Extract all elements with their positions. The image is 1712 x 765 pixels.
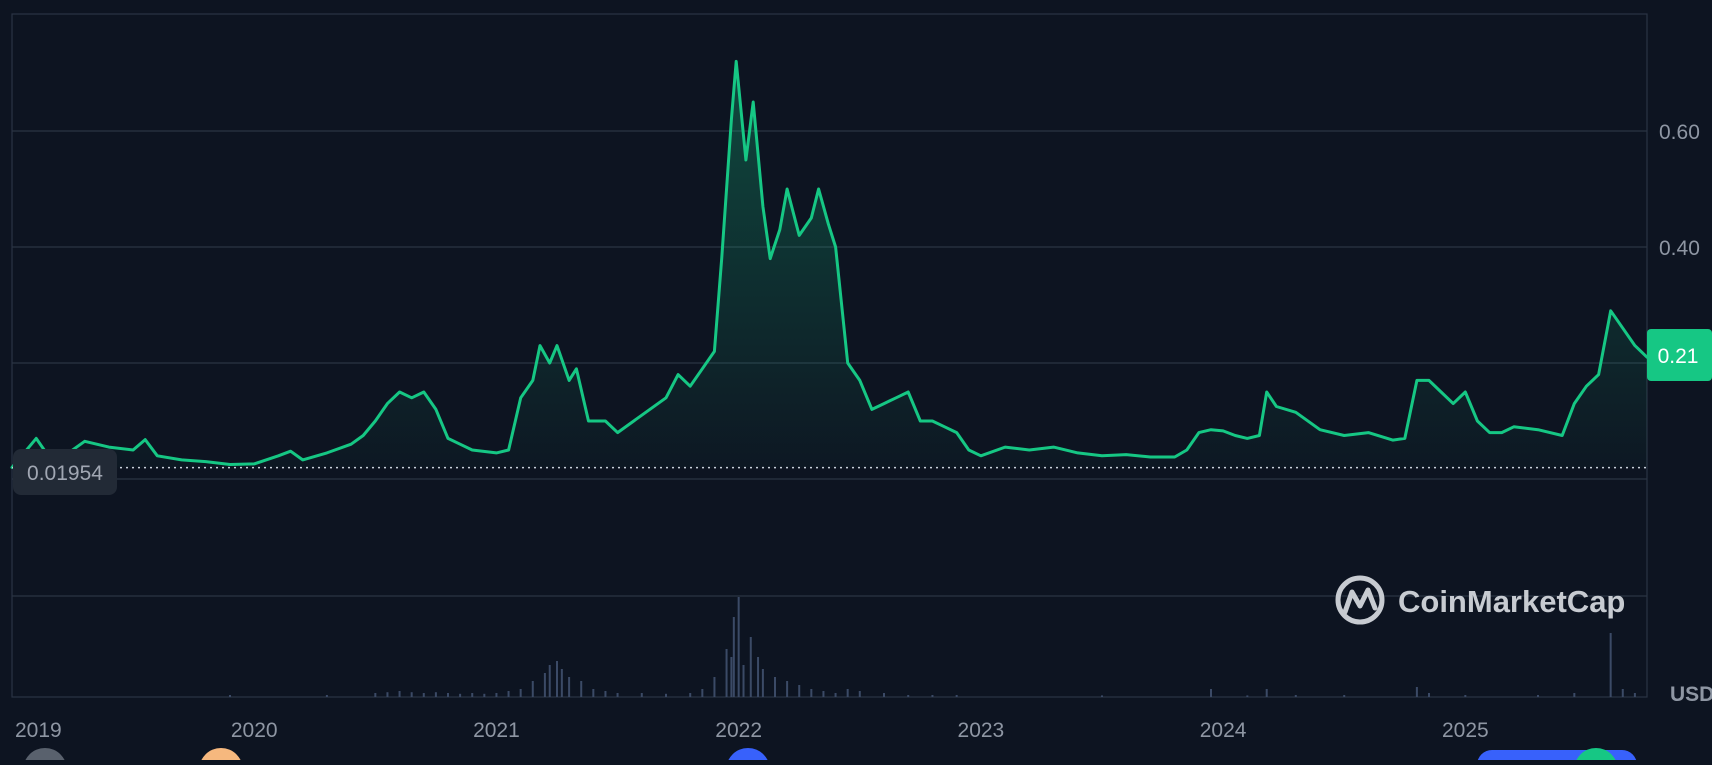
volume-bar: [543, 673, 546, 697]
volume-bar: [604, 691, 607, 697]
volume-bar: [1246, 695, 1249, 697]
volume-bar: [737, 597, 740, 697]
volume-bar: [1415, 687, 1418, 697]
volume-bar: [798, 685, 801, 697]
volume-bar: [1464, 695, 1467, 697]
volume-bar: [907, 695, 910, 697]
x-tick-label: 2023: [958, 719, 1005, 742]
volume-bar: [713, 677, 716, 697]
volume-bar: [398, 691, 401, 697]
volume-bar: [519, 689, 522, 697]
volume-bar: [616, 693, 619, 697]
volume-bar: [531, 681, 534, 697]
volume-bar: [665, 693, 667, 697]
current-price-badge-bg: [1647, 329, 1712, 381]
volume-bar: [483, 693, 486, 697]
volume-bar: [701, 689, 704, 697]
volume-bar: [434, 692, 437, 697]
coinmarketcap-logo-icon: [1335, 575, 1385, 625]
volume-bar: [1265, 689, 1268, 697]
volume-bar: [471, 693, 474, 697]
coinmarketcap-watermark: CoinMarketCap: [1335, 575, 1625, 625]
volume-bar: [568, 677, 571, 697]
volume-bar: [749, 637, 752, 697]
baseline-label: 0.01954: [27, 462, 103, 485]
volume-bar: [1573, 693, 1576, 697]
volume-bar: [640, 693, 643, 697]
volume-bar: [761, 669, 764, 697]
current-price-label: 0.21: [1658, 345, 1699, 368]
volume-bar: [592, 689, 595, 697]
event-marker: [726, 748, 770, 765]
volume-bar: [732, 617, 735, 697]
price-line: [10, 59, 1649, 469]
volume-bar: [1633, 693, 1636, 697]
volume-bar: [846, 689, 849, 697]
volume-bar: [422, 693, 425, 697]
volume-bar: [580, 681, 583, 697]
volume-bar: [556, 661, 558, 697]
volume-bar: [447, 693, 449, 697]
volume-bar: [689, 693, 692, 697]
y-tick-label: 0.40: [1659, 237, 1700, 260]
volume-bar: [931, 695, 934, 697]
volume-bar: [786, 681, 789, 697]
baseline-badge-bg: [13, 449, 117, 495]
x-tick-label: 2022: [715, 719, 762, 742]
volume-bar: [229, 695, 231, 697]
volume-bar: [1101, 695, 1103, 697]
x-tick-label: 2021: [473, 719, 520, 742]
volume-bar: [374, 693, 377, 697]
event-marker: [23, 748, 67, 765]
volume-bar: [325, 695, 328, 697]
volume-bar: [955, 695, 958, 697]
volume-bar: [757, 657, 760, 697]
y-unit-label: USD: [1670, 683, 1712, 706]
volume-bar: [560, 669, 563, 697]
volume-bar: [810, 689, 813, 697]
volume-bar: [495, 693, 498, 697]
volume-bar: [742, 665, 745, 697]
volume-bar: [548, 665, 551, 697]
volume-bar: [1294, 695, 1297, 697]
volume-bar: [858, 691, 861, 697]
volume-bar: [386, 692, 389, 697]
volume-bar: [507, 691, 510, 697]
y-tick-label: 0.60: [1659, 121, 1700, 144]
x-tick-label: 2019: [15, 719, 62, 742]
x-tick-label: 2020: [231, 719, 278, 742]
volume-bar: [834, 693, 837, 697]
volume-bar: [730, 657, 733, 697]
volume-bar: [1609, 633, 1612, 697]
volume-bar: [725, 649, 728, 697]
baseline-badge: 0.01954: [13, 449, 117, 495]
price-area: [12, 61, 1647, 468]
watermark-text: CoinMarketCap: [1398, 584, 1625, 619]
current-price-badge: 0.21: [1647, 329, 1712, 381]
volume-bar: [883, 693, 885, 697]
volume-bar: [459, 693, 462, 697]
x-tick-label: 2025: [1442, 719, 1489, 742]
x-tick-label: 2024: [1200, 719, 1247, 742]
volume-bar: [822, 691, 825, 697]
volume-bar: [1428, 693, 1430, 697]
volume-bar: [1537, 695, 1539, 697]
volume-bar: [1210, 689, 1212, 697]
volume-bar: [1621, 689, 1624, 697]
volume-bar: [774, 677, 776, 697]
volume-bar: [410, 692, 413, 697]
event-marker: [199, 748, 243, 765]
volume-bar: [1343, 695, 1346, 697]
